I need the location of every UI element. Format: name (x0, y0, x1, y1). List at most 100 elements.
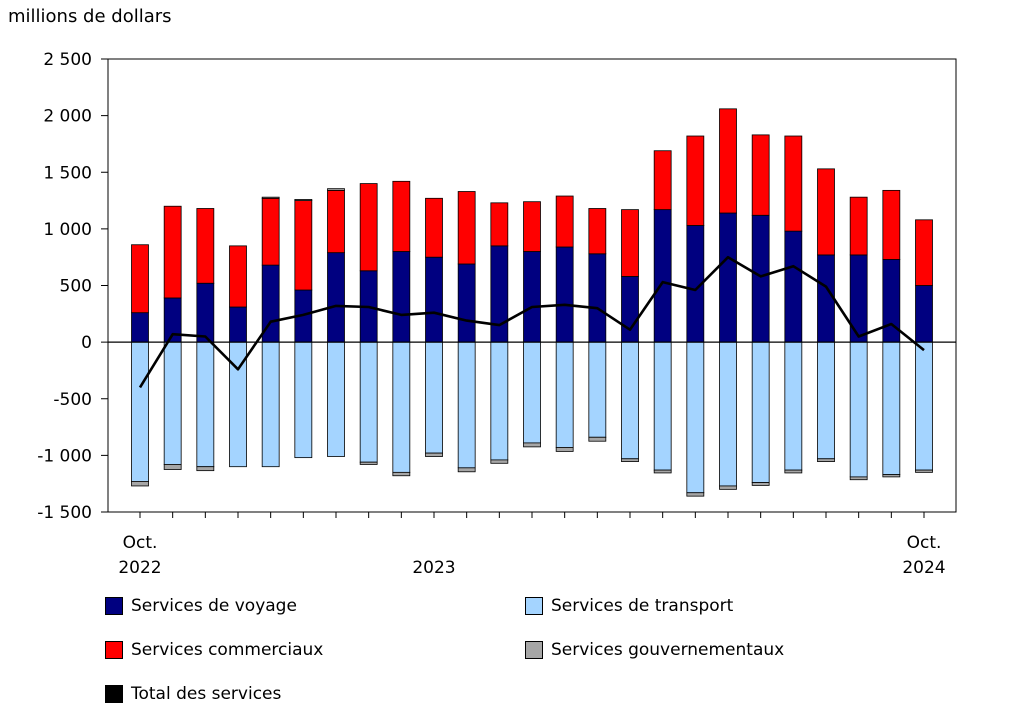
bar-segment-2-8 (392, 341, 411, 473)
bars (131, 108, 933, 497)
legend-swatch-commerciaux (105, 641, 123, 659)
bar-segment-0-12 (523, 251, 541, 343)
bar-segment-0-16 (653, 209, 672, 343)
bar-segment-1-2 (196, 208, 215, 284)
bar-segment-2-2 (196, 341, 215, 468)
bar-segment-1-16 (653, 150, 672, 211)
bar-segment-1-22 (849, 196, 868, 256)
bar-segment-2-16 (653, 341, 672, 471)
bar-segment-2-7 (359, 341, 378, 463)
y-tick-label: 0 (81, 333, 92, 353)
legend-swatch-total (105, 685, 123, 703)
total-line (138, 255, 925, 389)
bar-segment-3-5 (294, 199, 313, 201)
x-tick-label-month: Oct. (907, 533, 942, 553)
bar-segment-0-19 (751, 214, 770, 343)
bar-segment-3-2 (196, 466, 215, 472)
y-tick-label: 2 500 (43, 50, 92, 70)
bar-segment-0-2 (196, 282, 215, 343)
bar-segment-0-9 (425, 256, 443, 343)
bar-segment-3-9 (425, 452, 443, 457)
bar-segment-1-12 (523, 201, 541, 252)
bar-segment-0-18 (719, 212, 737, 343)
bar-segment-3-11 (490, 459, 509, 464)
bar-segment-3-7 (359, 461, 378, 465)
bar-segment-2-15 (621, 341, 639, 460)
bar-segment-2-20 (784, 341, 803, 471)
bar-segment-2-21 (817, 341, 835, 460)
y-tick-label: -1 000 (37, 446, 92, 466)
y-tick-label: -500 (53, 390, 92, 410)
bar-segment-0-14 (588, 253, 607, 343)
bar-segment-3-4 (261, 196, 280, 199)
bar-segment-0-20 (784, 230, 803, 343)
bar-segment-1-1 (163, 205, 182, 299)
y-tick-label: 1 000 (43, 220, 92, 240)
legend-label-transport: Services de transport (551, 596, 734, 616)
legend-item-transport: Services de transport (525, 596, 733, 616)
bar-segment-1-8 (392, 180, 411, 252)
bar-segment-1-10 (457, 191, 476, 265)
bar-segment-3-19 (751, 482, 770, 486)
legend-swatch-gouvernementaux (525, 641, 543, 659)
bar-segment-2-6 (327, 341, 345, 457)
bar-segment-1-3 (229, 245, 247, 308)
bar-segment-1-0 (131, 244, 149, 314)
bar-segment-3-18 (719, 485, 737, 490)
bar-segment-2-11 (490, 341, 509, 461)
bar-segment-2-0 (131, 341, 149, 482)
bar-segment-0-3 (229, 306, 247, 343)
bar-segment-3-20 (784, 469, 803, 474)
bar-segment-1-4 (261, 197, 280, 266)
bar-segment-3-17 (686, 492, 705, 497)
bar-segment-3-24 (915, 469, 933, 473)
bar-segment-3-1 (163, 464, 182, 470)
bar-segment-2-22 (849, 341, 868, 478)
bar-segment-3-6 (327, 188, 345, 191)
bar-segment-2-19 (751, 341, 770, 483)
bar-segment-1-17 (686, 135, 705, 226)
bar-segment-0-11 (490, 245, 509, 343)
bar-segment-2-12 (523, 341, 541, 444)
x-axis: Oct. 2022 2023 Oct. 2024 (118, 512, 946, 578)
bar-segment-0-24 (915, 285, 933, 343)
legend-item-total: Total des services (105, 684, 281, 704)
bar-segment-1-23 (882, 189, 901, 260)
bar-segment-1-19 (751, 134, 770, 216)
legend-swatch-voyage (105, 597, 123, 615)
bar-segment-1-20 (784, 135, 803, 232)
bar-segment-2-14 (588, 341, 607, 438)
x-tick-label-year: 2022 (118, 558, 161, 578)
bar-segment-2-13 (555, 341, 574, 448)
legend-label-total: Total des services (131, 684, 282, 704)
bar-segment-0-6 (327, 252, 345, 343)
legend-label-gouvernementaux: Services gouvernementaux (551, 640, 785, 660)
bar-segment-0-21 (817, 254, 835, 343)
x-tick-label-month: Oct. (123, 533, 158, 553)
y-tick-label: -1 500 (37, 503, 92, 523)
x-tick-label-year: 2023 (412, 558, 455, 578)
y-tick-label: 500 (60, 277, 92, 297)
bar-segment-2-24 (915, 341, 933, 471)
bar-segment-1-14 (588, 208, 607, 255)
bar-segment-3-15 (621, 458, 639, 463)
chart-svg: millions de dollars 2 500 2 000 1 500 1 000… (8, 6, 957, 578)
legend-item-voyage: Services de voyage (105, 596, 297, 616)
bar-segment-2-23 (882, 341, 901, 476)
y-tick-label: 2 000 (43, 107, 92, 127)
bar-segment-1-5 (294, 200, 313, 291)
bar-segment-1-15 (621, 209, 639, 277)
bar-segment-2-4 (261, 341, 280, 468)
legend-label-voyage: Services de voyage (131, 596, 297, 616)
bar-segment-2-17 (686, 341, 705, 494)
y-axis-label: millions de dollars (8, 6, 172, 27)
bar-segment-3-22 (849, 476, 868, 481)
bar-segment-2-5 (294, 341, 313, 459)
bar-segment-1-9 (425, 197, 443, 258)
bar-segment-3-16 (653, 469, 672, 474)
bar-segment-0-15 (621, 276, 639, 343)
legend: Services de voyage Services de transport… (105, 596, 905, 716)
y-tick-label: 1 500 (43, 163, 92, 183)
total-line-layer (138, 255, 925, 389)
